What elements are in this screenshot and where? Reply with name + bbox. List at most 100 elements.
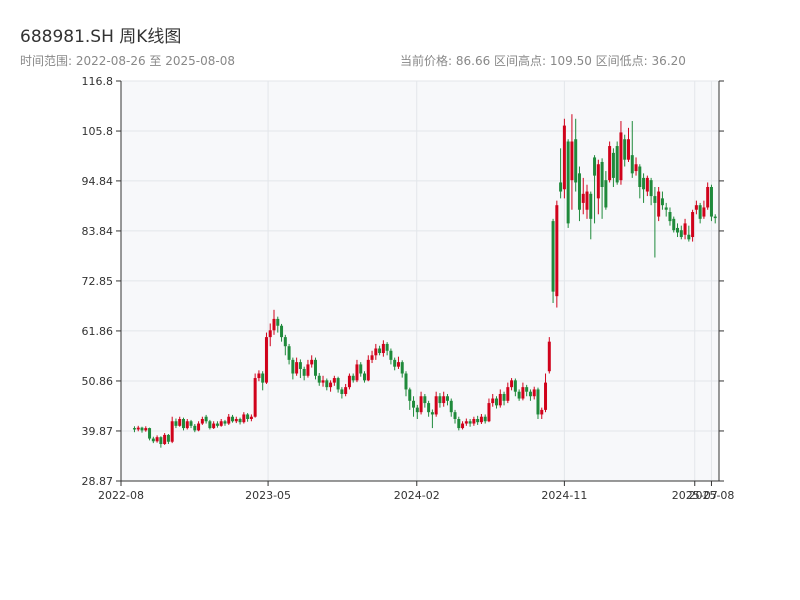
candle [630,121,634,178]
candle [242,412,246,424]
candle [227,413,231,425]
candle [547,337,551,374]
candle [498,389,502,408]
candle [510,378,514,391]
candle-body [479,416,483,423]
price-stats-text: 当前价格: 86.66 区间高点: 109.50 区间低点: 36.20 [400,54,686,68]
candle-body [389,350,393,360]
y-tick-label: 39.87 [82,425,114,438]
candle [638,164,642,199]
candle-body [510,380,514,388]
candle-body [638,166,642,187]
candle-body [604,180,608,208]
candle [197,421,201,432]
candle-body [461,423,465,429]
candle-body [276,318,280,326]
candle [683,218,687,240]
candle-body [532,389,536,397]
candle-body [683,223,687,235]
candle [698,202,702,224]
candle [694,200,698,215]
candle-body [208,421,212,429]
candle [174,418,178,429]
candle-body [370,355,374,360]
candle [453,409,457,424]
candle [321,375,325,387]
candle-body [430,412,434,415]
candle [238,417,242,425]
candle [193,424,197,433]
candle-body [547,341,551,372]
candle-body [185,421,189,429]
candle [551,218,555,303]
candle [427,400,431,417]
candle-body [642,177,646,190]
candle [562,118,566,199]
candle-body [544,382,548,410]
candle-body [687,234,691,240]
candle [660,191,664,210]
candle [374,343,378,360]
candle-body [464,421,468,424]
candle [249,414,253,422]
candle-body [298,362,302,369]
candle [570,114,574,210]
candle-body [491,398,495,404]
x-tick-label: 2023-05 [245,489,291,502]
candle [691,209,695,242]
y-tick-label: 72.85 [82,275,114,288]
candle [212,421,216,430]
candle [581,177,585,215]
candle-body [234,418,238,422]
candle [204,414,208,424]
candle [140,426,144,433]
candle [521,382,525,401]
candle-body [204,416,208,422]
candle-body [702,207,706,217]
candle-body [148,428,152,439]
candle [155,435,159,443]
candle [608,141,612,183]
candle [506,382,510,404]
candle [295,357,299,376]
candle-body [453,412,457,419]
candle [593,155,597,224]
x-tick-label: 2025-07 [672,489,718,502]
candle-body [159,437,163,445]
candle [555,200,559,308]
candle-body [713,216,717,219]
x-tick-label: 2024-02 [394,489,440,502]
candle-body [140,427,144,431]
candle-body [660,198,664,206]
candle-body [272,318,276,331]
candle [585,184,589,219]
candle [366,355,370,382]
candle [525,384,529,397]
candle-body [280,325,284,338]
candle [649,177,653,206]
candle-body [457,418,461,429]
candle [261,371,265,391]
candle [317,373,321,386]
candle [370,350,374,364]
candle [347,373,351,390]
y-tick-label: 83.84 [82,225,114,238]
candle-body [562,125,566,190]
candle [566,139,570,228]
candle [385,342,389,356]
candle [415,404,419,419]
candle-body [295,362,299,374]
y-tick-label: 116.8 [82,75,114,88]
candle [329,380,333,392]
candle [679,225,683,240]
candle-body [197,423,201,431]
candle-body [596,164,600,199]
candle-body [336,378,340,390]
candle [430,409,434,429]
candle [611,148,615,187]
candle-body [404,373,408,390]
candle [457,416,461,431]
candle-body [449,400,453,413]
candle-body [374,348,378,356]
candle [246,413,250,422]
